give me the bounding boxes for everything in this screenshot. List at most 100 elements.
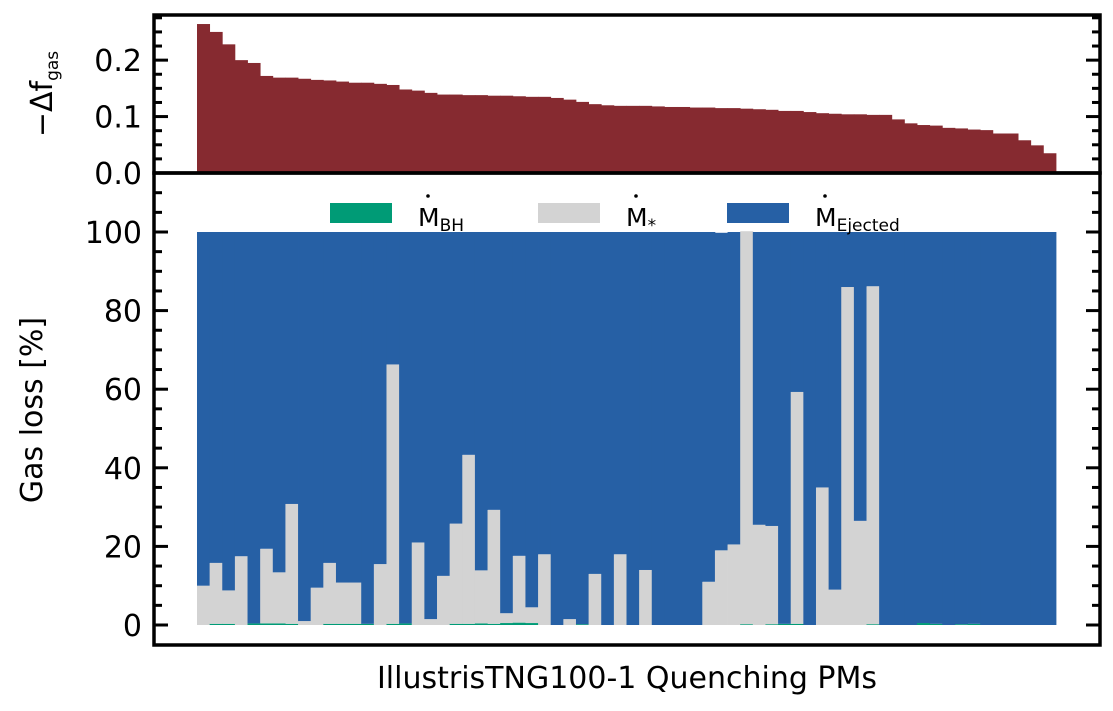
legend-label-bh: MBH — [418, 203, 464, 236]
top-bar — [550, 97, 564, 173]
stellar-bar — [209, 562, 223, 624]
bh-bar — [512, 622, 526, 625]
legend-label-main: M — [418, 203, 440, 232]
legend-dot — [426, 194, 430, 198]
stellar-bar — [727, 544, 741, 625]
stellar-bar — [828, 589, 842, 625]
ejected-bar — [601, 232, 615, 625]
top-bar — [310, 79, 324, 173]
ejected-bar — [891, 232, 905, 625]
stellar-bar — [298, 621, 312, 625]
ejected-bar — [411, 232, 425, 543]
stellar-bar — [639, 569, 653, 625]
ejected-bar — [247, 232, 261, 624]
stellar-bar — [386, 364, 400, 624]
stellar-bar — [260, 548, 274, 624]
stellar-bar — [272, 572, 286, 624]
top-bar — [828, 113, 842, 173]
top-bar — [209, 31, 223, 173]
ejected-bar — [980, 232, 994, 625]
top-ylabel-sub: gas — [43, 51, 63, 81]
legend-label-ejected: MEjected — [815, 203, 900, 236]
bottom-ytick-label: 80 — [104, 295, 142, 330]
top-bar — [841, 114, 855, 173]
stellar-bar — [538, 554, 552, 625]
top-bar — [474, 95, 488, 173]
ejected-bar — [272, 232, 286, 573]
stellar-bar — [815, 487, 830, 625]
top-bar — [588, 104, 602, 173]
legend-label-sub: Ejected — [837, 216, 900, 236]
bottom-bars — [197, 231, 1057, 625]
top-bar — [449, 94, 463, 173]
ejected-bar — [487, 232, 501, 510]
top-bar — [664, 106, 678, 173]
ejected-bar — [260, 232, 274, 549]
top-ylabel-main: −Δf — [25, 79, 60, 137]
top-bar — [891, 119, 905, 173]
ejected-bar — [992, 232, 1006, 625]
legend: MBH M* MEjected — [330, 194, 900, 236]
top-bar — [247, 62, 261, 173]
ejected-bar — [828, 232, 842, 590]
stellar-bar — [487, 509, 501, 624]
ejected-bar — [639, 232, 653, 570]
bh-bar — [740, 624, 754, 625]
stellar-bar — [525, 607, 539, 624]
ejected-bar — [1018, 232, 1032, 625]
top-bar — [386, 84, 400, 173]
ejected-bar — [853, 232, 867, 521]
top-bar — [487, 95, 501, 173]
ejected-bar — [437, 232, 451, 576]
bh-bar — [449, 623, 463, 625]
top-bar — [702, 107, 716, 173]
ejected-bar — [386, 232, 400, 365]
bh-bar — [272, 623, 286, 625]
bh-bar — [778, 623, 792, 625]
ejected-bar — [563, 232, 577, 620]
ejected-bar — [677, 232, 691, 625]
ejected-bar — [361, 232, 375, 624]
top-bar — [765, 109, 779, 173]
stellar-bar — [752, 524, 766, 625]
bh-bar — [967, 623, 981, 625]
stellar-bar — [348, 582, 362, 624]
ejected-bar — [588, 232, 602, 574]
bh-bar — [348, 623, 362, 625]
top-ylabel: −Δfgas — [25, 51, 63, 137]
ejected-bar — [197, 232, 211, 586]
top-bar — [512, 96, 526, 173]
ejected-bar — [1043, 232, 1057, 625]
stellar-bar — [310, 587, 324, 625]
stellar-bar — [323, 562, 337, 624]
stellar-bar — [740, 231, 754, 625]
bh-bar — [323, 623, 337, 625]
top-bar — [563, 99, 577, 173]
ejected-bar — [424, 232, 438, 620]
ejected-bar — [1030, 232, 1044, 625]
top-bar — [853, 114, 867, 173]
ejected-bar — [954, 232, 968, 625]
top-bar — [790, 110, 804, 173]
ejected-bar — [399, 232, 413, 624]
top-bar — [335, 81, 349, 173]
top-bar — [348, 82, 362, 173]
ejected-bar — [348, 232, 362, 583]
ejected-bar — [512, 232, 526, 556]
bh-bar — [462, 623, 476, 625]
ejected-bar — [285, 232, 299, 504]
top-bar — [272, 77, 286, 173]
bh-bar — [765, 624, 779, 625]
top-bar — [234, 60, 248, 174]
legend-swatch-bh — [330, 203, 392, 223]
top-ticks: 0.0 0.1 0.2 — [94, 16, 1100, 192]
stellar-bar — [474, 570, 488, 624]
bh-bar — [866, 624, 880, 625]
svg-text:−Δfgas: −Δfgas — [25, 51, 63, 137]
ejected-bar — [575, 232, 590, 625]
top-bar — [424, 92, 438, 173]
bh-bar — [790, 623, 804, 625]
legend-swatch-ejected — [727, 203, 789, 223]
top-bar — [601, 105, 615, 173]
top-bar — [879, 114, 893, 173]
